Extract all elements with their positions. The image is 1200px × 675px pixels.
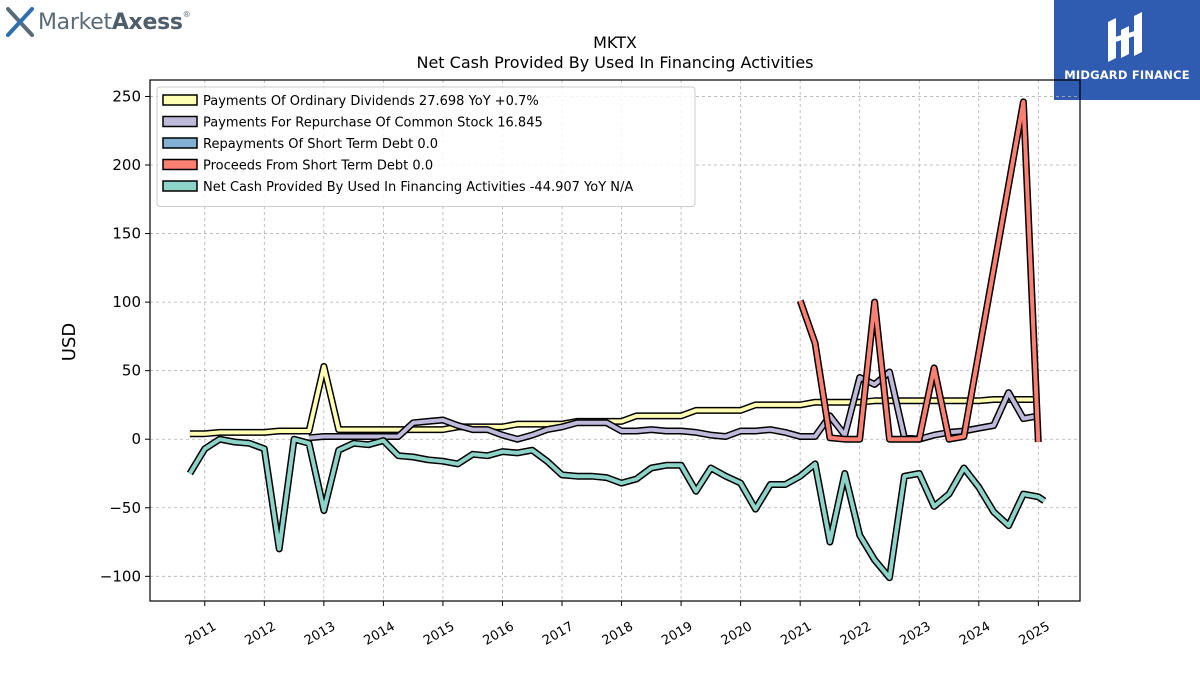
- legend-swatch-payments-for-repurchase-of-common-stock: [162, 115, 198, 128]
- x-tick-label: 2011: [183, 619, 219, 649]
- x-tick-label: 2018: [600, 619, 636, 649]
- legend-box: [156, 86, 696, 207]
- x-tick-label: 2017: [540, 619, 576, 649]
- x-tick-label: 2024: [957, 619, 993, 649]
- y-tick-label: 100: [112, 293, 141, 311]
- x-tick-label: 2023: [897, 619, 933, 649]
- chart-title: MKTX: [593, 33, 637, 52]
- y-tick-label: 200: [112, 156, 141, 174]
- x-tick-label: 2012: [242, 619, 278, 649]
- x-tick-label: 2020: [719, 619, 755, 649]
- legend-label-net-cash-provided-by-used-in-financing-activities: Net Cash Provided By Used In Financing A…: [203, 180, 633, 195]
- legend-label-payments-of-ordinary-dividends: Payments Of Ordinary Dividends 27.698 Yo…: [203, 94, 539, 109]
- chart-subtitle: Net Cash Provided By Used In Financing A…: [416, 53, 813, 72]
- x-tick-label: 2014: [362, 619, 398, 649]
- marketaxess-x-icon: [6, 7, 34, 37]
- x-tick-label: 2013: [302, 619, 338, 649]
- legend-swatch-payments-of-ordinary-dividends: [162, 94, 198, 106]
- y-tick-label: 150: [112, 225, 141, 243]
- legend-swatch-net-cash-provided-by-used-in-financing-activities: [162, 180, 198, 192]
- y-tick-label: 250: [112, 87, 141, 105]
- legend-label-payments-for-repurchase-of-common-stock: Payments For Repurchase Of Common Stock …: [203, 116, 543, 131]
- y-tick-label: 0: [131, 430, 141, 448]
- legend-swatch-proceeds-from-short-term-debt: [162, 158, 198, 171]
- midgard-wordmark: MIDGARD FINANCE: [1064, 68, 1190, 82]
- y-tick-label: 50: [122, 362, 141, 380]
- plot-area-frame: [149, 79, 1081, 602]
- midgard-finance-logo: MIDGARD FINANCE: [1054, 0, 1200, 100]
- series-line-proceeds-from-short-term-debt: [798, 99, 1041, 443]
- x-tick-label: 2025: [1016, 619, 1052, 649]
- series-lines: [186, 98, 1047, 582]
- legend-label-proceeds-from-short-term-debt: Proceeds From Short Term Debt 0.0: [203, 159, 433, 174]
- series-line-net-cash-provided-by-used-in-financing-activities: [188, 437, 1046, 580]
- y-tick-label: −50: [109, 499, 141, 517]
- legend-label-repayments-of-short-term-debt: Repayments Of Short Term Debt 0.0: [203, 137, 438, 152]
- y-tick-label: −100: [100, 567, 141, 585]
- x-tick-label: 2019: [659, 619, 695, 649]
- series-outline-net-cash-provided-by-used-in-financing-activities: [186, 435, 1047, 582]
- x-tick-label: 2021: [778, 619, 814, 649]
- x-tick-label: 2016: [481, 619, 517, 649]
- y-axis-label: USD: [59, 323, 80, 361]
- x-tick-label: 2015: [421, 619, 457, 649]
- marketaxess-wordmark: MarketAxess®: [38, 9, 191, 35]
- legend: Payments Of Ordinary Dividends 27.698 Yo…: [156, 86, 696, 207]
- legend-swatch-repayments-of-short-term-debt: [162, 137, 198, 149]
- marketaxess-logo: MarketAxess®: [6, 4, 191, 40]
- x-tick-label: 2022: [838, 619, 874, 649]
- midgard-monogram-icon: [1108, 12, 1142, 62]
